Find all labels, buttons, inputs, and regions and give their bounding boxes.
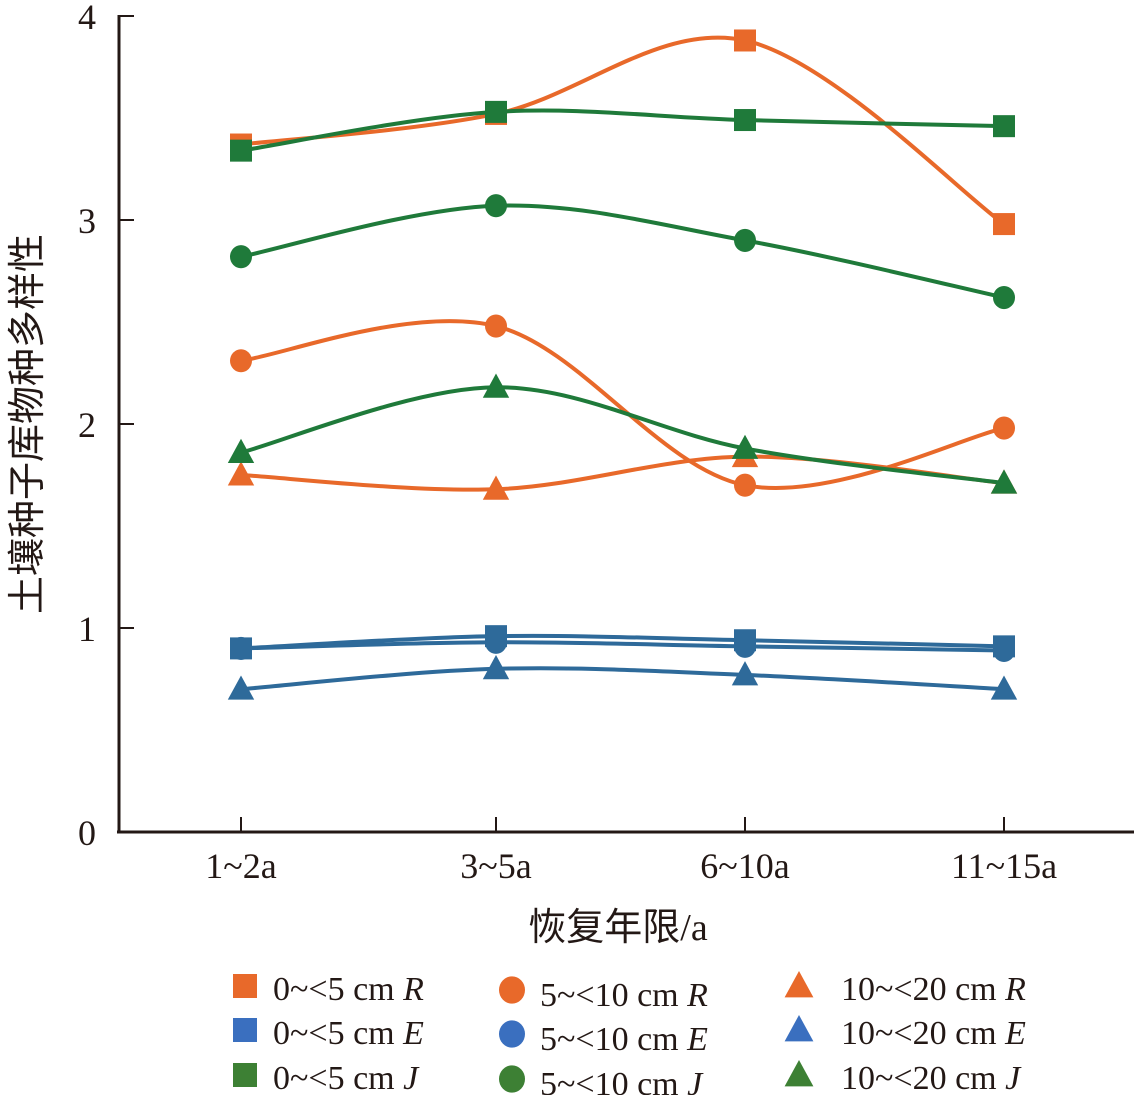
data-point-square [485, 100, 507, 123]
legend-item: 5~<10 cm J [499, 1065, 704, 1095]
data-point-circle [993, 638, 1015, 662]
legend-label: 10~<20 cm J [841, 1060, 1022, 1095]
legend-marker-triangle [784, 1060, 814, 1087]
legend-label: 5~<10 cm E [540, 1021, 708, 1058]
legend-item: 10~<20 cm E [784, 1015, 1026, 1052]
legend-item: 10~<20 cm J [784, 1060, 1022, 1095]
legend-marker-triangle [784, 1015, 814, 1042]
data-point-triangle [482, 655, 510, 680]
data-point-triangle [227, 675, 255, 700]
data-point-square [734, 29, 756, 52]
series-5-10-cmJ [230, 194, 1015, 310]
series-0-5-cmJ [230, 100, 1015, 162]
legend-label: 5~<10 cm J [540, 1066, 704, 1095]
data-point-circle [485, 194, 507, 218]
series-10-20-cmE [227, 655, 1018, 700]
legend-item: 10~<20 cm R [784, 971, 1026, 1008]
series-line [240, 640, 1005, 653]
x-axis-title: 恢复年限/a [528, 907, 708, 949]
legend-marker-triangle [784, 971, 814, 998]
legend-item: 5~<10 cm E [499, 1020, 708, 1058]
y-tick-label: 2 [78, 405, 96, 445]
legend: 0~<5 cm R 0~<5 cm E 0~<5 cm J 5~<10 cm R 5~<… [233, 971, 1026, 1095]
x-tick-label: 11~15a [951, 846, 1057, 886]
data-point-circle [485, 314, 507, 338]
data-point-triangle [482, 373, 510, 398]
data-point-square [734, 109, 756, 132]
legend-label: 10~<20 cm R [841, 971, 1026, 1008]
legend-marker-square [233, 1018, 257, 1042]
data-point-triangle [990, 469, 1018, 494]
series-line [240, 108, 1005, 153]
data-point-circle [230, 349, 252, 373]
y-tick-label: 1 [78, 609, 96, 649]
y-tick-label: 0 [78, 813, 96, 853]
legend-label: 5~<10 cm R [540, 977, 708, 1014]
legend-item: 0~<5 cm E [233, 1015, 424, 1052]
legend-marker-square [233, 974, 257, 998]
data-point-triangle [482, 475, 510, 500]
data-point-triangle [990, 675, 1018, 700]
series-line [240, 203, 1005, 300]
series-line [240, 633, 1005, 651]
series-line [240, 454, 1005, 492]
data-point-circle [734, 228, 756, 252]
legend-label: 0~<5 cm J [273, 1060, 420, 1095]
legend-label: 0~<5 cm E [273, 1015, 424, 1052]
data-point-triangle [731, 434, 759, 459]
x-tick-label: 1~2a [205, 846, 276, 886]
data-point-square [230, 139, 252, 162]
y-axis-title: 土壤种子库物种多样性 [7, 234, 49, 614]
data-point-circle [993, 416, 1015, 440]
series-line [240, 666, 1005, 692]
series-line [240, 35, 1006, 226]
data-point-circle [485, 630, 507, 654]
legend-marker-circle [499, 1020, 525, 1048]
x-tick-label: 6~10a [700, 846, 789, 886]
legend-label: 10~<20 cm E [841, 1015, 1026, 1052]
legend-item: 0~<5 cm J [233, 1060, 420, 1095]
axes [117, 15, 1134, 834]
data-point-triangle [227, 438, 255, 464]
y-tick-label: 3 [78, 201, 96, 241]
data-point-triangle [731, 661, 759, 686]
legend-label: 0~<5 cm R [273, 971, 424, 1008]
data-point-triangle [227, 461, 255, 486]
legend-marker-circle [499, 976, 525, 1004]
data-point-circle [230, 245, 252, 269]
data-point-square [993, 213, 1015, 236]
series-line [240, 385, 1005, 486]
x-tick-label: 3~5a [460, 846, 531, 886]
legend-marker-square [233, 1063, 257, 1087]
legend-marker-circle [499, 1065, 525, 1093]
data-point-circle [734, 473, 756, 497]
data-point-circle [230, 636, 252, 660]
legend-item: 5~<10 cm R [499, 976, 708, 1014]
series-10-20-cmJ [227, 373, 1018, 494]
legend-item: 0~<5 cm R [233, 971, 424, 1008]
y-tick-label: 4 [78, 0, 96, 37]
series-line [240, 319, 1005, 491]
data-point-circle [993, 285, 1015, 310]
plot-lines [227, 29, 1018, 700]
series-5-10-cmE [230, 630, 1015, 662]
data-point-circle [734, 634, 756, 658]
data-point-square [993, 115, 1015, 138]
